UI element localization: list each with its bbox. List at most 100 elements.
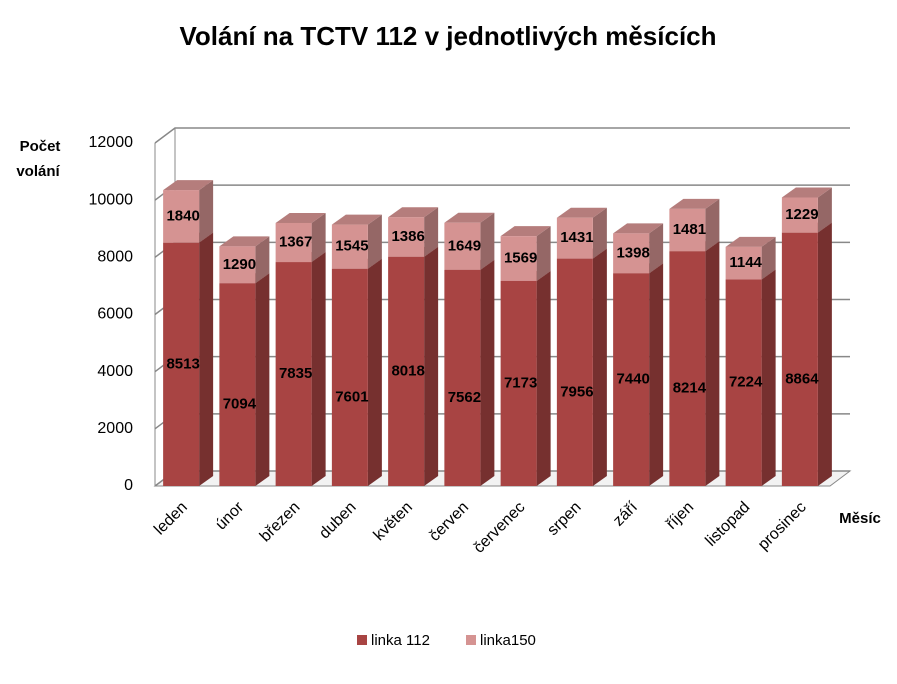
bar (725, 246, 762, 280)
x-tick-label: červenec (471, 499, 529, 557)
bar-side (649, 263, 664, 486)
value-label: 8513 (166, 355, 199, 372)
bar-side (480, 259, 495, 486)
legend-label: linka150 (480, 632, 536, 649)
bar-side (255, 273, 270, 486)
value-label: 7094 (223, 396, 257, 413)
bar-side (592, 248, 607, 486)
bar-side (705, 241, 720, 486)
value-label: 1386 (391, 228, 424, 245)
bar-side (649, 223, 664, 274)
bar (163, 242, 200, 486)
bar (388, 217, 425, 257)
bar (500, 236, 537, 281)
bar-side (761, 269, 776, 486)
bar-top (556, 207, 607, 218)
value-label: 8018 (391, 362, 424, 379)
bar-side (199, 232, 214, 486)
y-axis-title: Počet (20, 138, 61, 155)
bar-top (331, 214, 382, 225)
bar (725, 279, 762, 486)
value-label: 8864 (785, 370, 819, 387)
value-label: 8214 (673, 380, 707, 397)
bar (500, 280, 537, 486)
bar (331, 224, 368, 269)
y-tick-label: 10000 (89, 191, 134, 208)
bar-top (725, 236, 776, 247)
value-label: 1545 (335, 238, 368, 255)
x-tick-label: únor (213, 498, 248, 533)
value-label: 7562 (448, 389, 481, 406)
bar-top (163, 180, 214, 191)
grid-line (154, 127, 850, 144)
x-axis-title: Měsíc (839, 510, 881, 527)
bar-side (255, 236, 270, 284)
value-label: 1290 (223, 256, 256, 273)
x-tick-label: říjen (663, 499, 697, 533)
value-label: 1840 (166, 207, 199, 224)
bar-side (817, 222, 832, 486)
bar (669, 208, 706, 252)
value-label: 1398 (616, 244, 649, 261)
bar (556, 258, 593, 486)
value-label: 7601 (335, 388, 368, 405)
bar (219, 283, 256, 486)
bar-top (500, 226, 551, 237)
legend-swatch (357, 635, 367, 645)
value-label: 1144 (729, 254, 762, 271)
x-tick-label: duben (316, 499, 359, 542)
bar-side (367, 214, 382, 269)
bar-side (424, 207, 439, 257)
x-tick-label: srpen (544, 499, 584, 539)
bar-side (592, 207, 607, 259)
x-tick-label: březen (257, 499, 304, 546)
bar (781, 197, 818, 233)
bar (613, 233, 650, 274)
bar (388, 256, 425, 486)
bar (444, 269, 481, 486)
bar-side (367, 258, 382, 486)
bar (275, 222, 312, 263)
x-tick-label: leden (151, 499, 191, 539)
legend-swatch (466, 635, 476, 645)
bar (556, 217, 593, 259)
bar-side (480, 212, 495, 270)
bar-side (761, 236, 776, 280)
bar-side (536, 270, 551, 486)
bar (669, 251, 706, 486)
value-label: 7835 (279, 365, 312, 382)
bar-side (311, 252, 326, 486)
value-label: 1649 (448, 237, 481, 254)
y-tick-label: 8000 (97, 249, 133, 266)
y-axis-title: volání (16, 163, 60, 180)
x-tick-label: květen (371, 499, 416, 544)
bar-side (817, 187, 832, 233)
y-tick-label: 12000 (89, 134, 134, 151)
bar (781, 232, 818, 486)
value-label: 7224 (729, 374, 763, 391)
y-tick-label: 4000 (97, 363, 133, 380)
value-label: 1431 (560, 229, 593, 246)
bar-top (219, 236, 270, 247)
value-label: 1367 (279, 233, 312, 250)
bar-top (444, 212, 495, 223)
value-label: 7173 (504, 374, 537, 391)
grid-line (154, 184, 850, 201)
bar-side (705, 198, 720, 252)
value-label: 1481 (673, 221, 706, 238)
value-label: 7440 (616, 371, 649, 388)
chart-title: Volání na TCTV 112 v jednotlivých měsící… (179, 21, 716, 51)
y-tick-label: 0 (124, 477, 133, 494)
bar (444, 222, 481, 270)
bar-side (536, 226, 551, 281)
bar-top (781, 187, 832, 198)
y-tick-label: 6000 (97, 306, 133, 323)
value-label: 1569 (504, 250, 537, 267)
bar-side (311, 212, 326, 263)
bar-side (424, 246, 439, 486)
bar (275, 262, 312, 486)
bar-top (613, 223, 664, 234)
bar (331, 268, 368, 486)
y-tick-label: 2000 (97, 420, 133, 437)
value-label: 1229 (785, 206, 818, 223)
